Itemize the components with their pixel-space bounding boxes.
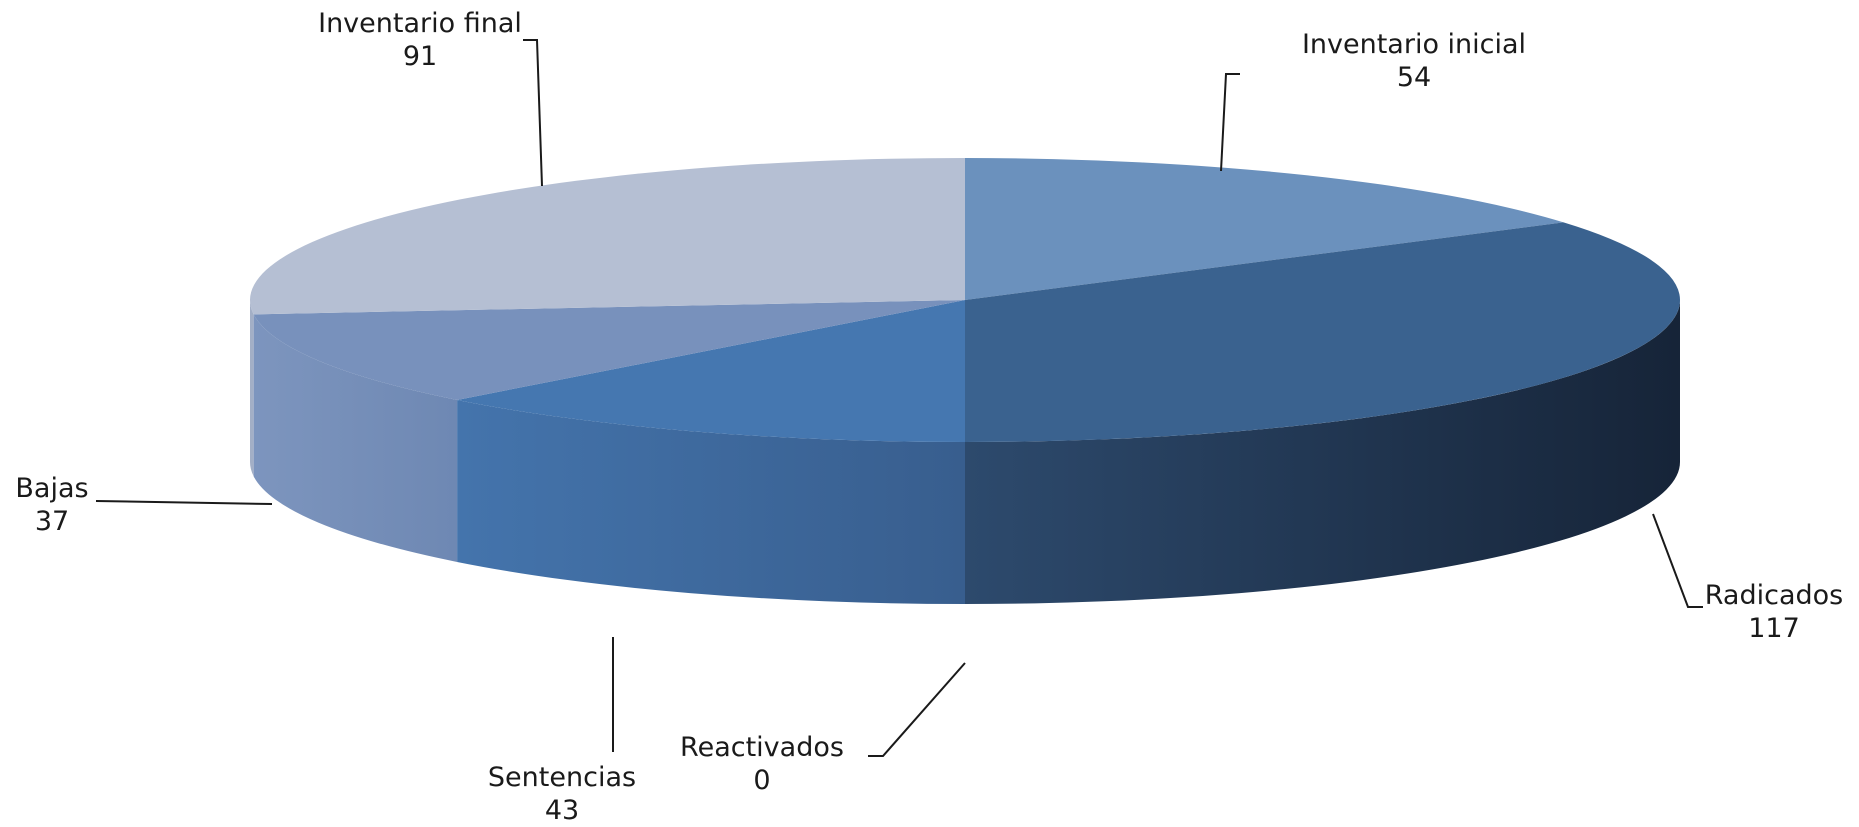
pie-slice-sentencias — [457, 300, 965, 442]
pie-slice-inventario-final — [250, 158, 965, 315]
leader-lines — [95, 39, 1703, 757]
data-label-name: Radicados — [1705, 580, 1843, 611]
data-label-name: Inventario final — [318, 8, 522, 39]
pie-tops — [250, 158, 1681, 442]
leader-line-inventario-inicial — [1220, 73, 1240, 172]
data-label-name: Sentencias — [488, 762, 636, 793]
data-label-value: 91 — [403, 41, 437, 72]
leader-line-inventario-final — [523, 39, 543, 187]
pie-slice-bajas — [253, 300, 965, 400]
pie-side-bajas — [253, 314, 458, 562]
data-label-value: 117 — [1748, 613, 1800, 644]
data-label-name: Reactivados — [680, 732, 844, 763]
pie-side-inventario-final — [250, 300, 254, 477]
data-label-value: 43 — [545, 795, 579, 826]
data-label-name: Bajas — [15, 473, 88, 504]
leader-line-reactivados — [868, 662, 966, 757]
leader-line-bajas — [95, 500, 273, 505]
pie-side-radicados — [965, 300, 1680, 604]
pie-sides — [250, 300, 1680, 604]
data-label-name: Inventario inicial — [1302, 29, 1526, 60]
pie-slice-inventario-inicial — [965, 158, 1564, 300]
data-label-value: 0 — [753, 765, 770, 796]
data-label-value: 54 — [1397, 62, 1431, 93]
pie-slice-radicados — [965, 222, 1681, 442]
pie-side-sentencias — [457, 399, 965, 604]
data-label-value: 37 — [35, 506, 69, 537]
leader-line-radicados — [1652, 513, 1703, 608]
